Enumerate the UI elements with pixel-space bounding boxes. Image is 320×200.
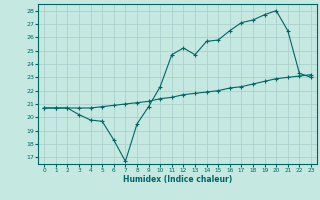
X-axis label: Humidex (Indice chaleur): Humidex (Indice chaleur) bbox=[123, 175, 232, 184]
